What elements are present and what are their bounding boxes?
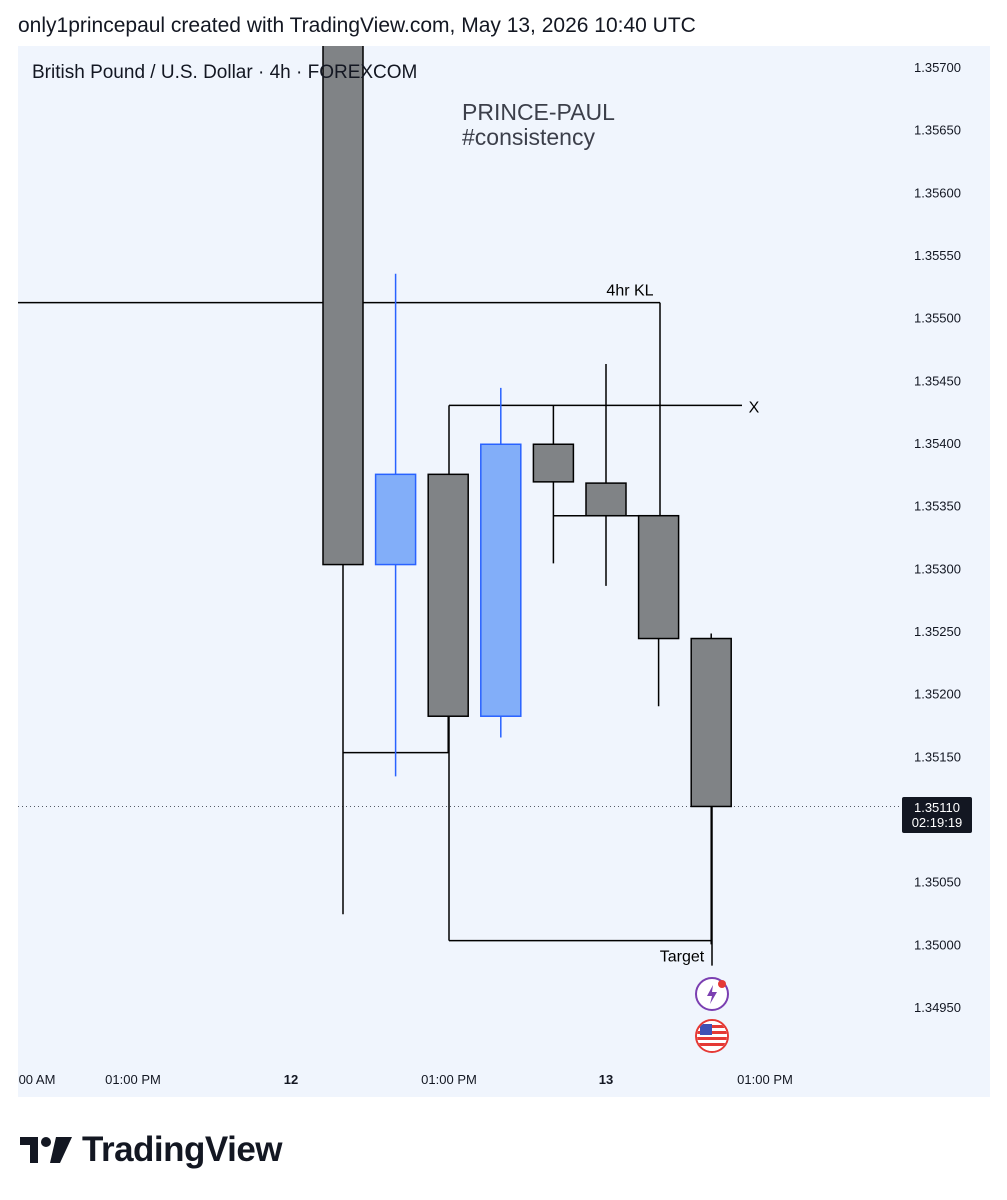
y-tick-label: 1.35300 (914, 561, 961, 576)
y-tick-label: 1.35000 (914, 937, 961, 952)
y-tick-label: 1.35700 (914, 60, 961, 75)
bear-candle[interactable] (585, 482, 627, 517)
x-label: X (749, 399, 760, 416)
text-watermark: PRINCE-PAUL #consistency (462, 100, 615, 150)
bull-candle[interactable] (480, 443, 522, 717)
y-tick-label: 1.35150 (914, 749, 961, 764)
y-tick-label: 1.35200 (914, 687, 961, 702)
y-tick-label: 1.35600 (914, 185, 961, 200)
bull-candle[interactable] (374, 473, 417, 566)
y-tick-label: 1.34950 (914, 1000, 961, 1015)
y-tick-label: 1.35650 (914, 123, 961, 138)
watermark-line-2: #consistency (462, 124, 595, 150)
symbol-title[interactable]: British Pound / U.S. Dollar · 4h · FOREX… (32, 62, 418, 83)
candles-group (322, 36, 732, 945)
y-tick-label: 1.35050 (914, 875, 961, 890)
chart-header: only1princepaul created with TradingView… (18, 14, 696, 37)
y-tick-label: 1.35500 (914, 311, 961, 326)
logo-text: TradingView (82, 1130, 283, 1169)
bar-countdown: 02:19:19 (911, 815, 963, 830)
y-tick-label: 1.35450 (914, 373, 961, 388)
y-tick-label: 1.35250 (914, 624, 961, 639)
x-tick-label: 01:00 PM (737, 1072, 793, 1087)
bear-candle[interactable] (690, 637, 732, 808)
x-tick-label: 00 AM (19, 1072, 56, 1087)
tradingview-logo: TradingView (20, 1128, 283, 1172)
us-flag-icon[interactable] (695, 1019, 729, 1053)
bear-candle[interactable] (532, 443, 575, 483)
y-tick-label: 1.35350 (914, 499, 961, 514)
x-tick-label: 12 (284, 1072, 298, 1087)
y-tick-label: 1.35400 (914, 436, 961, 451)
kl-label: 4hr KL (606, 283, 653, 300)
bear-candle[interactable] (637, 514, 680, 640)
x-tick-label: 13 (599, 1072, 613, 1087)
x-tick-label: 01:00 PM (421, 1072, 477, 1087)
tradingview-logo-icon (20, 1137, 72, 1163)
lightning-icon[interactable] (695, 977, 729, 1011)
last-price: 1.35110 (913, 800, 961, 815)
bear-candle[interactable] (427, 473, 469, 717)
target-label: Target (660, 949, 705, 966)
y-tick-label: 1.35550 (914, 248, 961, 263)
x-tick-label: 01:00 PM (105, 1072, 161, 1087)
bear-candle[interactable] (322, 36, 364, 566)
last-price-badge: 1.35110 02:19:19 (902, 797, 972, 833)
watermark-line-1: PRINCE-PAUL (462, 99, 615, 125)
